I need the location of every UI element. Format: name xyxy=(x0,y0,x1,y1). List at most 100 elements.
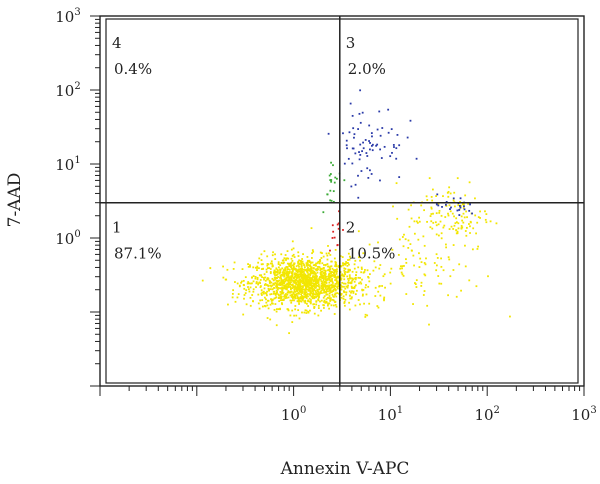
data-point xyxy=(294,272,296,275)
data-point xyxy=(440,214,443,217)
data-point xyxy=(328,266,331,269)
data-point xyxy=(280,287,282,290)
data-point xyxy=(310,292,313,294)
data-point xyxy=(332,284,334,287)
data-point xyxy=(343,162,346,165)
data-point xyxy=(285,266,288,268)
data-point xyxy=(442,269,445,272)
data-point xyxy=(353,267,356,270)
data-point xyxy=(431,188,434,191)
data-point xyxy=(279,268,282,271)
inner-border xyxy=(105,18,579,384)
data-point xyxy=(309,280,312,283)
data-point xyxy=(348,301,351,304)
data-point xyxy=(276,283,279,285)
data-point xyxy=(313,312,316,315)
data-point xyxy=(334,269,337,272)
data-point xyxy=(353,287,356,290)
data-point xyxy=(274,282,277,284)
data-point xyxy=(343,304,346,307)
data-point xyxy=(396,134,399,136)
data-point xyxy=(387,108,390,111)
data-point xyxy=(272,279,275,282)
data-point xyxy=(305,262,308,265)
data-point xyxy=(300,270,303,273)
data-point xyxy=(440,265,443,268)
data-point xyxy=(261,299,264,302)
data-point xyxy=(359,89,362,92)
data-point xyxy=(320,257,323,259)
data-point xyxy=(266,317,269,319)
data-point xyxy=(333,181,336,184)
data-point xyxy=(334,285,337,287)
data-point xyxy=(297,292,300,294)
data-point xyxy=(301,296,304,299)
data-point xyxy=(455,221,458,224)
data-point xyxy=(330,199,333,202)
data-point xyxy=(285,276,288,279)
data-point xyxy=(350,287,353,289)
data-point xyxy=(426,220,428,223)
data-point xyxy=(309,300,312,303)
data-point xyxy=(274,294,277,296)
data-point xyxy=(254,275,257,278)
data-point xyxy=(257,302,260,305)
data-point xyxy=(310,299,312,301)
data-point xyxy=(269,271,272,273)
data-point xyxy=(311,289,314,291)
data-point xyxy=(361,111,364,114)
data-point xyxy=(292,284,294,287)
data-point xyxy=(308,260,311,263)
data-point xyxy=(325,290,328,293)
data-point xyxy=(309,294,312,297)
data-point xyxy=(273,269,276,272)
data-point xyxy=(274,258,277,260)
data-point xyxy=(263,287,266,290)
data-point xyxy=(359,154,362,156)
data-point xyxy=(357,230,360,233)
data-point xyxy=(336,223,339,226)
data-point xyxy=(324,287,327,290)
data-point xyxy=(365,152,368,154)
data-point xyxy=(291,271,294,274)
data-point xyxy=(418,252,420,255)
data-point xyxy=(285,257,288,260)
data-point xyxy=(350,185,353,188)
data-point xyxy=(242,284,245,286)
data-point xyxy=(426,304,429,307)
data-point xyxy=(233,261,236,264)
data-point xyxy=(273,308,276,311)
data-point xyxy=(262,276,265,279)
data-point xyxy=(367,276,370,279)
data-point xyxy=(308,297,311,300)
data-point xyxy=(369,169,371,172)
data-point xyxy=(290,278,293,281)
data-point xyxy=(297,276,300,279)
data-point xyxy=(292,291,295,294)
data-point xyxy=(269,280,272,283)
data-point xyxy=(329,284,332,287)
data-point xyxy=(301,311,303,314)
data-point xyxy=(283,282,286,285)
data-point xyxy=(294,287,296,289)
data-point xyxy=(255,266,258,269)
data-point xyxy=(436,193,439,196)
data-point xyxy=(423,209,425,212)
data-point xyxy=(291,283,294,286)
data-point xyxy=(279,293,282,296)
data-point xyxy=(357,276,360,279)
y-tick-label: 101 xyxy=(55,155,80,174)
data-point xyxy=(281,290,283,293)
data-point xyxy=(298,287,301,290)
data-point xyxy=(345,291,348,294)
y-tick-label: 100 xyxy=(55,229,80,248)
data-point xyxy=(295,278,298,281)
data-point xyxy=(320,274,323,277)
data-point xyxy=(284,254,287,256)
data-point xyxy=(292,266,295,269)
data-point xyxy=(364,139,367,141)
data-point xyxy=(326,304,329,307)
data-point xyxy=(320,272,322,275)
data-point xyxy=(489,220,492,223)
data-point xyxy=(333,270,336,273)
